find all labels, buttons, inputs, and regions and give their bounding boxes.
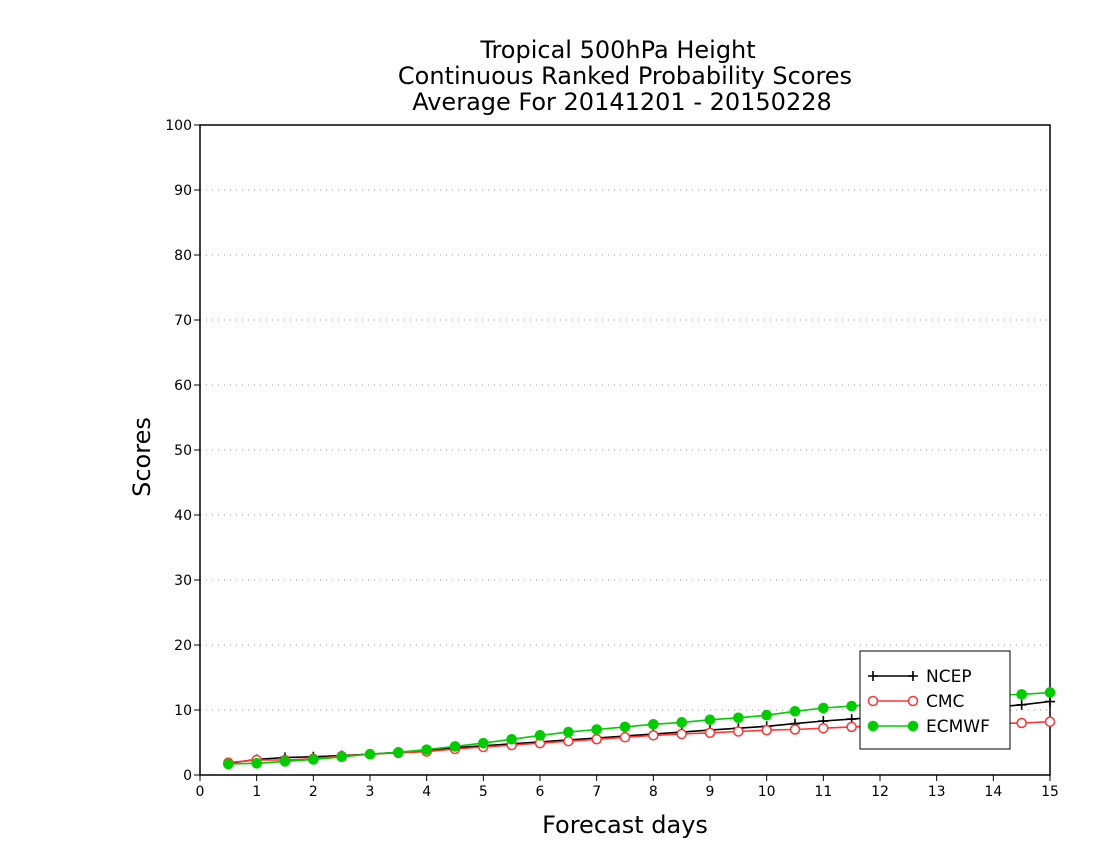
legend-label: CMC — [926, 692, 964, 712]
cmc-point — [676, 728, 687, 740]
cmc-point — [591, 734, 602, 745]
cmc-point — [733, 726, 744, 737]
y-tick-label: 40 — [174, 508, 192, 524]
ecmwf-point — [364, 748, 376, 760]
legend-box — [859, 650, 1011, 750]
ecmwf-point — [907, 720, 919, 732]
x-tick-label: 4 — [422, 784, 431, 800]
ecmwf-point — [818, 702, 829, 714]
ncep-point — [1045, 696, 1055, 707]
ecmwf-point — [251, 758, 262, 769]
chart-title-line-3: Average For 20141201 - 20150228 — [412, 88, 832, 116]
y-tick-label: 50 — [174, 443, 192, 459]
cmc-point — [648, 730, 659, 741]
y-tick-label: 20 — [174, 638, 192, 654]
ecmwf-point — [676, 717, 687, 728]
ecmwf-point — [279, 756, 291, 767]
ecmwf-point — [421, 744, 432, 755]
ecmwf-point — [789, 706, 801, 717]
y-tick-label: 30 — [174, 573, 192, 589]
ecmwf-point — [534, 730, 546, 741]
cmc-point — [619, 732, 631, 743]
ecmwf-point — [336, 751, 347, 763]
y-tick-label: 100 — [165, 118, 192, 134]
x-tick-label: 9 — [706, 784, 715, 800]
x-tick-label: 12 — [871, 784, 889, 800]
cmc-point — [818, 722, 829, 734]
legend: NCEP CMC ECMWF — [859, 650, 1011, 750]
legend-item-ncep: NCEP — [868, 667, 972, 687]
x-tick-label: 6 — [536, 784, 545, 800]
y-tick-label: 60 — [174, 378, 192, 394]
ecmwf-point — [619, 721, 631, 733]
x-tick-label: 0 — [196, 784, 205, 800]
gridlines — [200, 189, 1050, 711]
ncep-point — [1016, 699, 1027, 710]
ecmwf-point — [733, 712, 744, 724]
ecmwf-point — [563, 726, 574, 738]
y-tick-label: 90 — [174, 183, 192, 199]
cmc-point — [1016, 717, 1027, 729]
ecmwf-point — [308, 754, 319, 765]
cmc-point — [789, 724, 801, 735]
y-tick-label: 10 — [174, 703, 192, 719]
cmc-point — [704, 727, 716, 738]
ecmwf-point — [867, 720, 879, 732]
ecmwf-point — [704, 714, 716, 726]
cmc-point — [761, 724, 772, 736]
legend-label: NCEP — [926, 667, 972, 687]
y-axis-label: Scores — [128, 417, 156, 497]
ecmwf-point — [648, 719, 659, 730]
x-tick-label: 8 — [649, 784, 658, 800]
cmc-point — [867, 695, 879, 707]
x-tick-label: 3 — [366, 784, 375, 800]
x-tick-label: 10 — [758, 784, 776, 800]
y-tick-label: 0 — [183, 768, 192, 784]
cmc-point — [907, 695, 919, 707]
legend-label: ECMWF — [926, 717, 990, 737]
legend-item-cmc: CMC — [867, 692, 964, 712]
legend-item-ecmwf: ECMWF — [867, 717, 990, 737]
x-tick-label: 5 — [479, 784, 488, 800]
cmc-point — [1044, 716, 1056, 727]
x-tick-label: 11 — [814, 784, 832, 800]
ecmwf-point — [1016, 689, 1027, 700]
ecmwf-point — [846, 700, 857, 712]
x-tick-label: 1 — [252, 784, 261, 800]
cmc-point — [563, 735, 574, 747]
ncep-point — [908, 671, 918, 681]
y-tick-label: 80 — [174, 248, 192, 264]
x-tick-label: 7 — [592, 784, 601, 800]
ecmwf-point — [506, 733, 517, 745]
x-tick-label: 13 — [928, 784, 946, 800]
ecmwf-point — [1044, 687, 1056, 698]
ecmwf-point — [449, 741, 461, 752]
ecmwf-point — [478, 737, 489, 749]
plot-frame — [199, 124, 1051, 776]
x-tick-label: 14 — [984, 784, 1002, 800]
chart-title-line-2: Continuous Ranked Probability Scores — [398, 62, 852, 90]
ecmwf-point — [591, 724, 602, 735]
ncep-point — [868, 671, 878, 681]
x-axis-label: Forecast days — [542, 811, 708, 839]
ecmwf-point — [393, 746, 404, 758]
cmc-point — [846, 721, 857, 733]
y-tick-label: 70 — [174, 313, 192, 329]
x-tick-label: 15 — [1041, 784, 1059, 800]
ecmwf-point — [223, 758, 234, 770]
ecmwf-point — [761, 709, 772, 721]
chart-title-line-1: Tropical 500hPa Height — [479, 36, 755, 64]
x-tick-label: 2 — [309, 784, 318, 800]
